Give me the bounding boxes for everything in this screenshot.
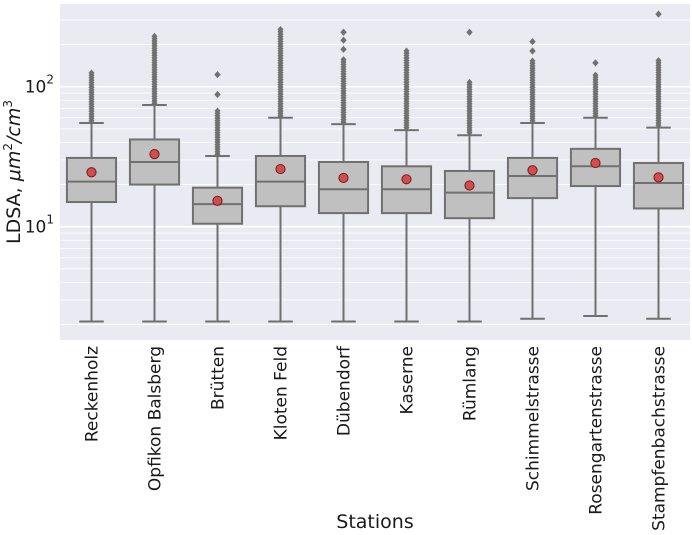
y-tick-base: 10	[25, 78, 47, 98]
outlier-marker	[214, 71, 221, 79]
outlier-marker	[403, 47, 410, 55]
x-tick-label: Kloten Feld	[272, 346, 292, 440]
outlier-marker	[340, 45, 347, 53]
box-1	[65, 69, 118, 323]
x-tick-label: Stampfenbachstrasse	[650, 346, 670, 531]
y-tick-label: 101	[25, 213, 54, 238]
outliers	[214, 71, 221, 158]
outlier-marker	[214, 90, 221, 99]
outlier-marker	[655, 57, 662, 64]
iqr-box	[65, 156, 118, 204]
box-2	[128, 32, 181, 323]
y-tick-label: 102	[25, 73, 54, 98]
outlier-marker	[88, 69, 95, 77]
y-axis-title-unit-2: cm	[3, 108, 25, 137]
x-axis-title: Stations	[336, 511, 413, 533]
outlier-marker	[529, 57, 536, 65]
outliers	[340, 28, 347, 126]
y-axis-title-main: LDSA,	[3, 181, 25, 244]
x-tick-label: Brütten	[209, 346, 229, 410]
box-9	[569, 59, 622, 318]
mean-marker	[590, 157, 601, 169]
outliers	[151, 32, 158, 107]
mean-marker	[401, 174, 412, 185]
outlier-marker	[277, 25, 284, 33]
box-4	[254, 25, 307, 323]
x-tick-label: Reckenholz	[83, 346, 103, 442]
outlier-marker	[592, 71, 599, 79]
mean-marker	[338, 172, 349, 184]
outliers	[592, 59, 599, 120]
outlier-marker	[592, 59, 599, 67]
box-series	[65, 10, 685, 323]
y-tick-base: 10	[25, 218, 47, 238]
mean-marker	[212, 195, 223, 206]
outlier-marker	[151, 32, 158, 40]
x-tick-label: Rosengartenstrasse	[587, 346, 607, 515]
y-axis-title-sup-1: 2	[1, 143, 15, 151]
y-tick-exponent: 1	[46, 213, 54, 227]
x-tick-label: Kaserne	[398, 346, 418, 415]
iqr-box	[632, 162, 685, 210]
box-8	[506, 38, 559, 320]
x-tick-label: Rümlang	[461, 346, 481, 421]
outliers	[88, 69, 95, 125]
mean-marker	[527, 165, 538, 176]
outliers	[655, 10, 662, 129]
x-axis-ticks: Reckenholz Opfikon Balsberg Brütten Kloten …	[83, 345, 670, 531]
box-7	[443, 28, 496, 323]
outlier-marker	[340, 36, 347, 44]
outliers	[403, 47, 410, 132]
outlier-marker	[466, 78, 473, 86]
outlier-marker	[340, 56, 347, 63]
mean-marker	[275, 163, 286, 175]
y-tick-exponent: 2	[46, 73, 54, 87]
box-6	[380, 47, 433, 323]
outlier-marker	[529, 38, 536, 46]
box-5	[317, 28, 370, 323]
y-axis-title-sup-2: 3	[1, 100, 15, 108]
outliers	[529, 38, 536, 125]
outlier-marker	[340, 28, 347, 36]
iqr-box	[443, 169, 496, 220]
y-axis-title-sep: /	[3, 134, 25, 145]
iqr-box	[506, 156, 559, 200]
outlier-marker	[655, 10, 662, 18]
x-tick-label: Schimmelstrasse	[524, 346, 544, 491]
mean-marker	[653, 172, 664, 183]
y-axis-title: LDSA, μm2/cm3	[1, 100, 25, 244]
x-tick-label: Opfikon Balsberg	[146, 346, 166, 491]
outlier-marker	[466, 28, 473, 36]
y-axis-title-unit-1: μm	[3, 151, 25, 183]
mean-marker	[464, 180, 475, 191]
box-10	[632, 10, 685, 320]
outliers	[277, 25, 284, 120]
outliers	[466, 28, 473, 137]
outlier-marker	[529, 47, 536, 55]
x-tick-label: Dübendorf	[335, 345, 355, 436]
outlier-marker	[214, 107, 221, 115]
mean-marker	[149, 149, 160, 160]
iqr-box	[317, 160, 370, 215]
iqr-box	[191, 186, 244, 225]
box-3	[191, 71, 244, 323]
mean-marker	[86, 167, 97, 178]
